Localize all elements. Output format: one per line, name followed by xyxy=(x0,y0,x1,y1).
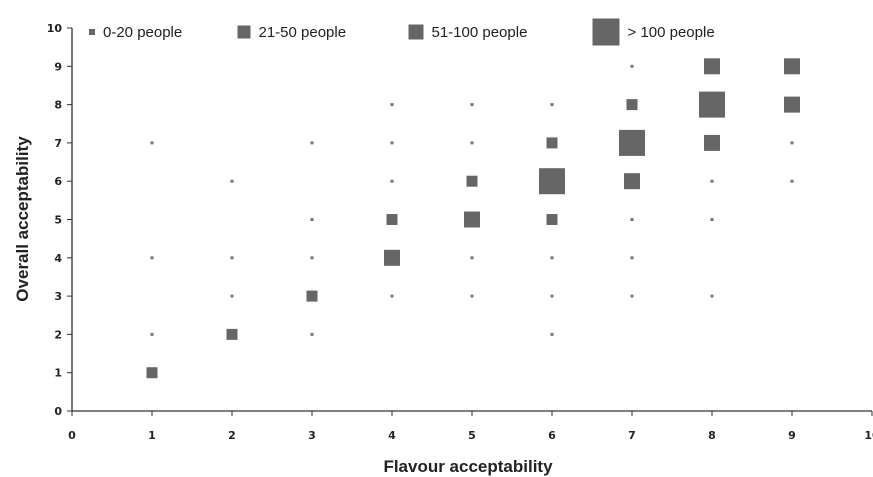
point-0-20-people xyxy=(630,64,634,68)
point-0-20-people xyxy=(710,218,714,221)
point-100-people xyxy=(539,168,565,195)
point-51-100-people xyxy=(784,96,800,113)
point-0-20-people xyxy=(230,179,234,183)
x-tick-label: 4 xyxy=(388,429,396,442)
y-tick-label: 6 xyxy=(54,175,62,188)
point-0-20-people xyxy=(710,179,714,183)
y-tick-label: 0 xyxy=(54,405,62,418)
x-tick-label: 1 xyxy=(148,429,156,442)
x-tick-label: 7 xyxy=(628,429,636,442)
point-51-100-people xyxy=(384,249,400,266)
point-0-20-people xyxy=(470,141,474,145)
point-0-20-people xyxy=(150,141,154,145)
point-51-100-people xyxy=(624,173,640,190)
y-axis-title: Overall acceptability xyxy=(13,136,32,302)
point-0-20-people xyxy=(310,332,314,336)
point-0-20-people xyxy=(310,218,314,221)
x-tick-label: 2 xyxy=(228,429,236,442)
point-0-20-people xyxy=(470,103,474,107)
point-0-20-people xyxy=(230,294,234,298)
y-tick-label: 7 xyxy=(54,137,62,150)
point-0-20-people xyxy=(710,294,714,298)
legend-marker xyxy=(408,24,424,40)
point-0-20-people xyxy=(150,332,154,336)
x-tick-label: 6 xyxy=(548,429,556,442)
y-tick-label: 5 xyxy=(54,214,62,227)
legend-label: > 100 people xyxy=(628,24,715,41)
legend-label: 0-20 people xyxy=(103,24,182,41)
point-0-20-people xyxy=(310,256,314,260)
point-0-20-people xyxy=(390,294,394,298)
y-tick-label: 4 xyxy=(54,252,62,265)
point-0-20-people xyxy=(550,103,554,107)
point-0-20-people xyxy=(310,141,314,145)
point-0-20-people xyxy=(550,294,554,298)
point-0-20-people xyxy=(550,256,554,260)
y-tick-label: 2 xyxy=(54,328,62,341)
y-tick-label: 9 xyxy=(54,60,62,73)
data-points xyxy=(146,58,800,379)
legend-label: 51-100 people xyxy=(432,24,528,41)
point-0-20-people xyxy=(630,256,634,260)
x-tick-label: 9 xyxy=(788,429,796,442)
y-tick-label: 8 xyxy=(54,99,62,112)
legend: 0-20 people 21-50 people 51-100 people > 10… xyxy=(89,18,715,46)
tick-labels: 0 1 2 3 4 5 6 7 8 9 10 0 1 2 3 4 5 6 7 8 9 10 xyxy=(47,22,873,442)
point-21-50-people xyxy=(626,99,638,111)
point-21-50-people xyxy=(466,175,478,187)
point-21-50-people xyxy=(226,328,238,340)
point-21-50-people xyxy=(546,137,558,149)
point-21-50-people xyxy=(386,214,398,225)
point-0-20-people xyxy=(230,256,234,260)
point-0-20-people xyxy=(790,179,794,183)
x-tick-label: 0 xyxy=(68,429,76,442)
point-0-20-people xyxy=(470,294,474,298)
x-tick-label: 8 xyxy=(708,429,716,442)
point-0-20-people xyxy=(790,141,794,145)
legend-marker xyxy=(89,29,95,35)
x-tick-label: 5 xyxy=(468,429,476,442)
point-51-100-people xyxy=(704,134,720,151)
x-tick-label: 3 xyxy=(308,429,316,442)
point-100-people xyxy=(699,91,725,118)
point-0-20-people xyxy=(390,141,394,145)
point-0-20-people xyxy=(390,103,394,107)
legend-marker xyxy=(592,18,620,46)
x-axis-title: Flavour acceptability xyxy=(383,457,553,476)
point-0-20-people xyxy=(550,332,554,336)
legend-marker xyxy=(237,25,251,39)
y-tick-label: 1 xyxy=(54,367,62,380)
point-51-100-people xyxy=(784,58,800,75)
point-0-20-people xyxy=(470,256,474,260)
point-21-50-people xyxy=(306,290,318,302)
point-21-50-people xyxy=(546,214,558,225)
point-100-people xyxy=(619,129,645,156)
y-tick-label: 10 xyxy=(47,22,63,35)
point-0-20-people xyxy=(630,218,634,221)
x-tick-label: 10 xyxy=(864,429,873,442)
point-0-20-people xyxy=(390,179,394,183)
y-tick-label: 3 xyxy=(54,290,62,303)
point-21-50-people xyxy=(146,367,158,379)
point-51-100-people xyxy=(704,58,720,75)
legend-label: 21-50 people xyxy=(259,24,347,41)
point-51-100-people xyxy=(464,211,480,228)
point-0-20-people xyxy=(150,256,154,260)
point-0-20-people xyxy=(630,294,634,298)
